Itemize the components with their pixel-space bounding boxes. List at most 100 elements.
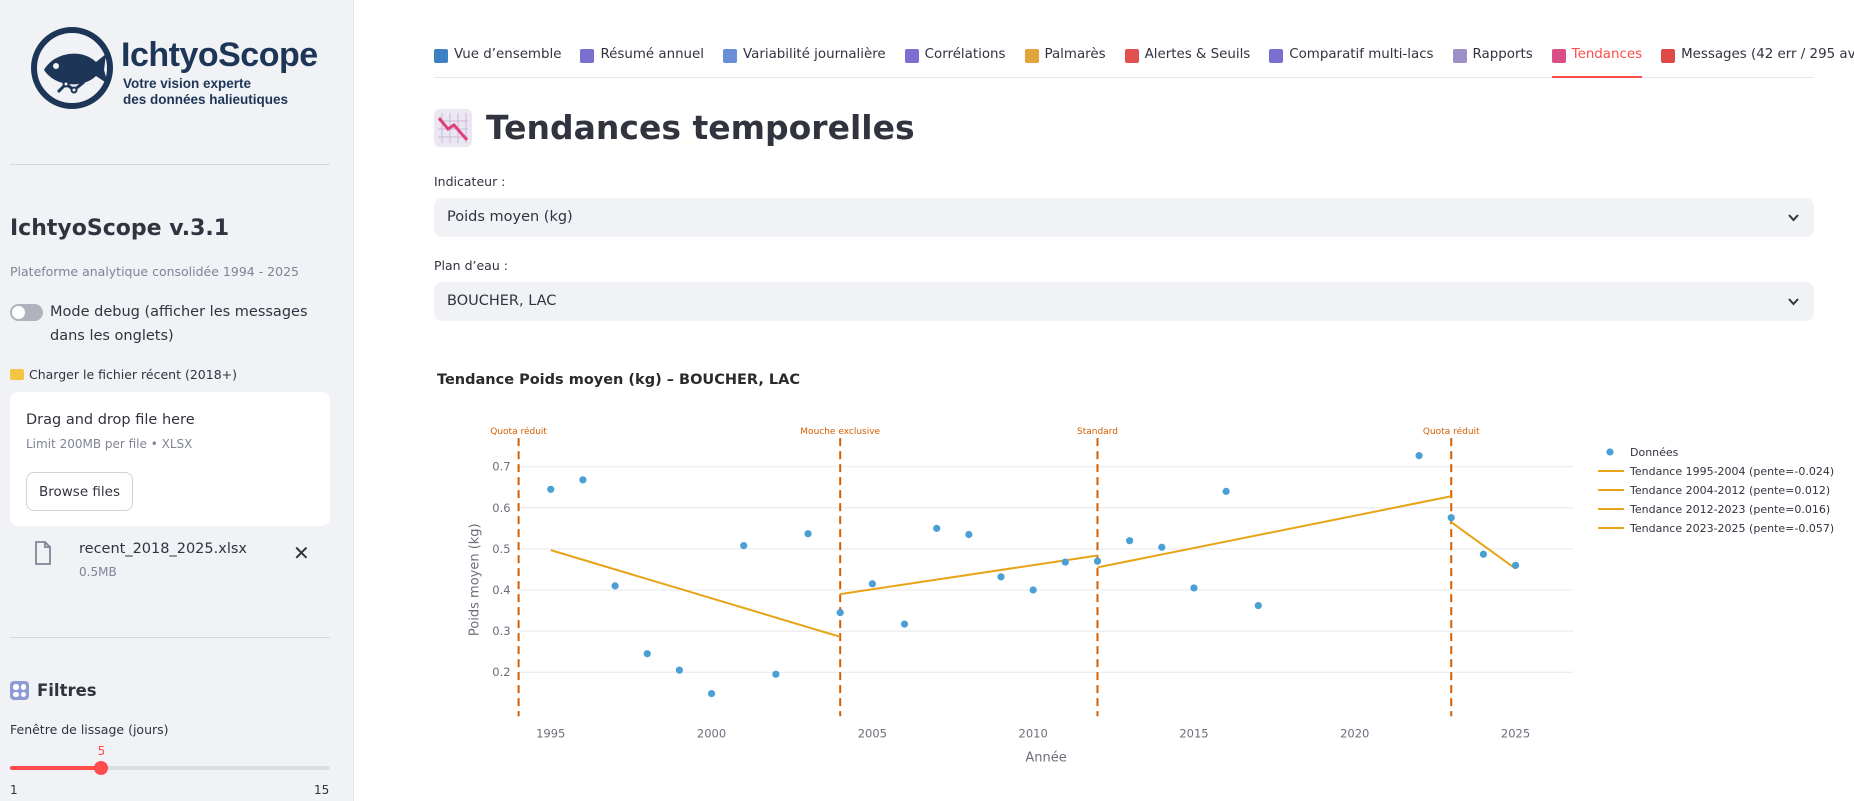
logo-tagline: des données halieutiques <box>123 92 289 107</box>
y-tick-label: 0.2 <box>492 665 510 679</box>
logo-tagline: Votre vision experte <box>123 76 252 91</box>
folder-icon <box>10 369 24 380</box>
x-tick-label: 2000 <box>697 726 726 740</box>
slider-fill <box>10 766 102 770</box>
data-point <box>1158 543 1166 551</box>
fish-logo-icon <box>31 27 113 109</box>
data-point <box>997 573 1005 581</box>
bar-chart-icon <box>904 49 919 63</box>
globe-icon <box>434 49 448 63</box>
data-point <box>547 485 555 493</box>
tab-7[interactable]: Rapports <box>1452 44 1533 78</box>
x-tick-label: 2025 <box>1501 726 1530 740</box>
tab-5[interactable]: Alertes & Seuils <box>1124 44 1251 78</box>
smoothing-slider[interactable] <box>10 761 330 775</box>
sidebar: IchtyoScope Votre vision experte des don… <box>0 0 354 801</box>
tab-label: Messages (42 err / 295 av.) <box>1681 47 1854 62</box>
pin-icon <box>1661 49 1676 63</box>
tab-bar: Vue d’ensemble Résumé annuel Variabilité j… <box>434 44 1854 78</box>
data-point <box>1126 537 1134 545</box>
y-tick-label: 0.7 <box>492 460 510 474</box>
breakpoint-label: Mouche exclusive <box>800 427 880 437</box>
y-tick-label: 0.6 <box>492 501 510 515</box>
lake-value: BOUCHER, LAC <box>447 293 557 309</box>
data-point <box>933 524 941 532</box>
legend-label: Tendance 2023-2025 (pente=-0.057) <box>1629 522 1834 535</box>
indicator-label: Indicateur : <box>434 174 506 189</box>
data-point <box>740 542 748 550</box>
x-tick-label: 2015 <box>1179 726 1208 740</box>
tab-label: Résumé annuel <box>600 47 705 62</box>
trend-line <box>840 554 1098 596</box>
indicator-select[interactable]: Poids moyen (kg) <box>434 198 1814 237</box>
trend-line <box>550 549 841 638</box>
tab-2[interactable]: Variabilité journalière <box>723 44 886 78</box>
x-tick-label: 2010 <box>1019 726 1048 740</box>
x-axis-title: Année <box>1025 750 1066 765</box>
tab-8[interactable]: Tendances <box>1551 44 1643 78</box>
uploaded-file: recent_2018_2025.xlsx 0.5MB ✕ <box>10 535 330 585</box>
tab-4[interactable]: Palmarès <box>1024 44 1106 78</box>
data-point <box>804 530 812 538</box>
chevron-down-icon <box>1788 298 1799 306</box>
page-title-text: Tendances temporelles <box>486 108 915 147</box>
trend-line <box>1097 495 1452 569</box>
medal-icon <box>1024 49 1039 63</box>
data-point <box>707 689 716 698</box>
sidebar-title: IchtyoScope v.3.1 <box>10 216 230 241</box>
lake-label: Plan d’eau : <box>434 258 508 273</box>
data-point <box>965 530 973 539</box>
tab-9[interactable]: Messages (42 err / 295 av.) <box>1661 44 1854 78</box>
tab-3[interactable]: Corrélations <box>904 44 1006 78</box>
breakpoint-label: Quota réduit <box>490 426 547 437</box>
tab-label: Variabilité journalière <box>743 47 886 62</box>
y-tick-label: 0.3 <box>492 624 510 638</box>
logo: IchtyoScope Votre vision experte des don… <box>30 26 330 110</box>
data-point <box>675 666 684 674</box>
legend-label: Tendance 2004-2012 (pente=0.012) <box>1629 484 1830 497</box>
upload-limit-text: Limit 200MB per file • XLSX <box>26 437 193 451</box>
browse-files-button[interactable]: Browse files <box>26 472 133 511</box>
slider-value: 5 <box>97 744 106 758</box>
trend-line <box>1450 521 1517 570</box>
filters-icon <box>10 681 29 700</box>
tab-label: Alertes & Seuils <box>1144 47 1251 62</box>
tab-label: Tendances <box>1571 47 1643 62</box>
legend-marker-points <box>1606 448 1614 456</box>
slider-label: Fenêtre de lissage (jours) <box>10 722 169 737</box>
lake-select[interactable]: BOUCHER, LAC <box>434 282 1814 321</box>
file-uploader-dropzone[interactable]: Drag and drop file here Limit 200MB per … <box>10 392 330 526</box>
logo-name: IchtyoScope <box>121 36 318 74</box>
document-icon <box>1452 49 1467 63</box>
file-size: 0.5MB <box>79 565 117 579</box>
data-point <box>1254 602 1262 610</box>
debug-toggle[interactable] <box>10 304 43 321</box>
data-point <box>868 580 876 588</box>
tab-0[interactable]: Vue d’ensemble <box>434 44 561 78</box>
sidebar-subtitle: Plateforme analytique consolidée 1994 - … <box>10 264 299 279</box>
sidebar-divider <box>10 164 330 165</box>
slider-thumb[interactable] <box>94 761 109 775</box>
load-recent-text: Charger le fichier récent (2018+) <box>29 367 238 382</box>
y-tick-label: 0.5 <box>492 542 510 556</box>
drag-drop-text: Drag and drop file here <box>26 412 195 428</box>
data-point <box>643 650 651 658</box>
slider-max: 15 <box>314 783 330 797</box>
y-tick-label: 0.4 <box>492 583 510 597</box>
x-tick-label: 1995 <box>536 726 565 740</box>
tab-1[interactable]: Résumé annuel <box>580 44 704 78</box>
data-point <box>611 582 619 590</box>
data-point <box>900 620 909 628</box>
x-tick-label: 2005 <box>858 726 887 740</box>
chevron-down-icon <box>1788 214 1799 222</box>
load-recent-label: Charger le fichier récent (2018+) <box>10 367 237 382</box>
trend-down-icon <box>434 108 472 147</box>
debug-toggle-label: Mode debug (afficher les messages dans l… <box>50 304 308 344</box>
data-point <box>1447 514 1455 522</box>
tab-6[interactable]: Comparatif multi-lacs <box>1269 44 1434 78</box>
slider-min: 1 <box>10 783 18 797</box>
data-point <box>579 476 587 484</box>
data-point <box>1415 452 1423 460</box>
close-icon[interactable]: ✕ <box>293 541 310 565</box>
filters-title: Filtres <box>37 681 97 700</box>
